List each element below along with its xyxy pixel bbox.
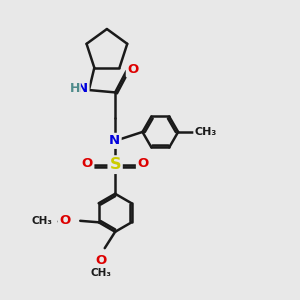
Text: O: O (82, 157, 93, 170)
Text: CH₃: CH₃ (31, 216, 52, 226)
Text: O: O (127, 63, 139, 76)
Text: S: S (110, 157, 121, 172)
Text: N: N (77, 82, 88, 95)
Text: H: H (70, 82, 80, 95)
Text: N: N (109, 134, 120, 147)
Text: O: O (137, 157, 149, 170)
Text: CH₃: CH₃ (195, 127, 217, 137)
Text: CH₃: CH₃ (91, 268, 112, 278)
Text: O: O (95, 254, 107, 266)
Text: O: O (59, 214, 70, 227)
